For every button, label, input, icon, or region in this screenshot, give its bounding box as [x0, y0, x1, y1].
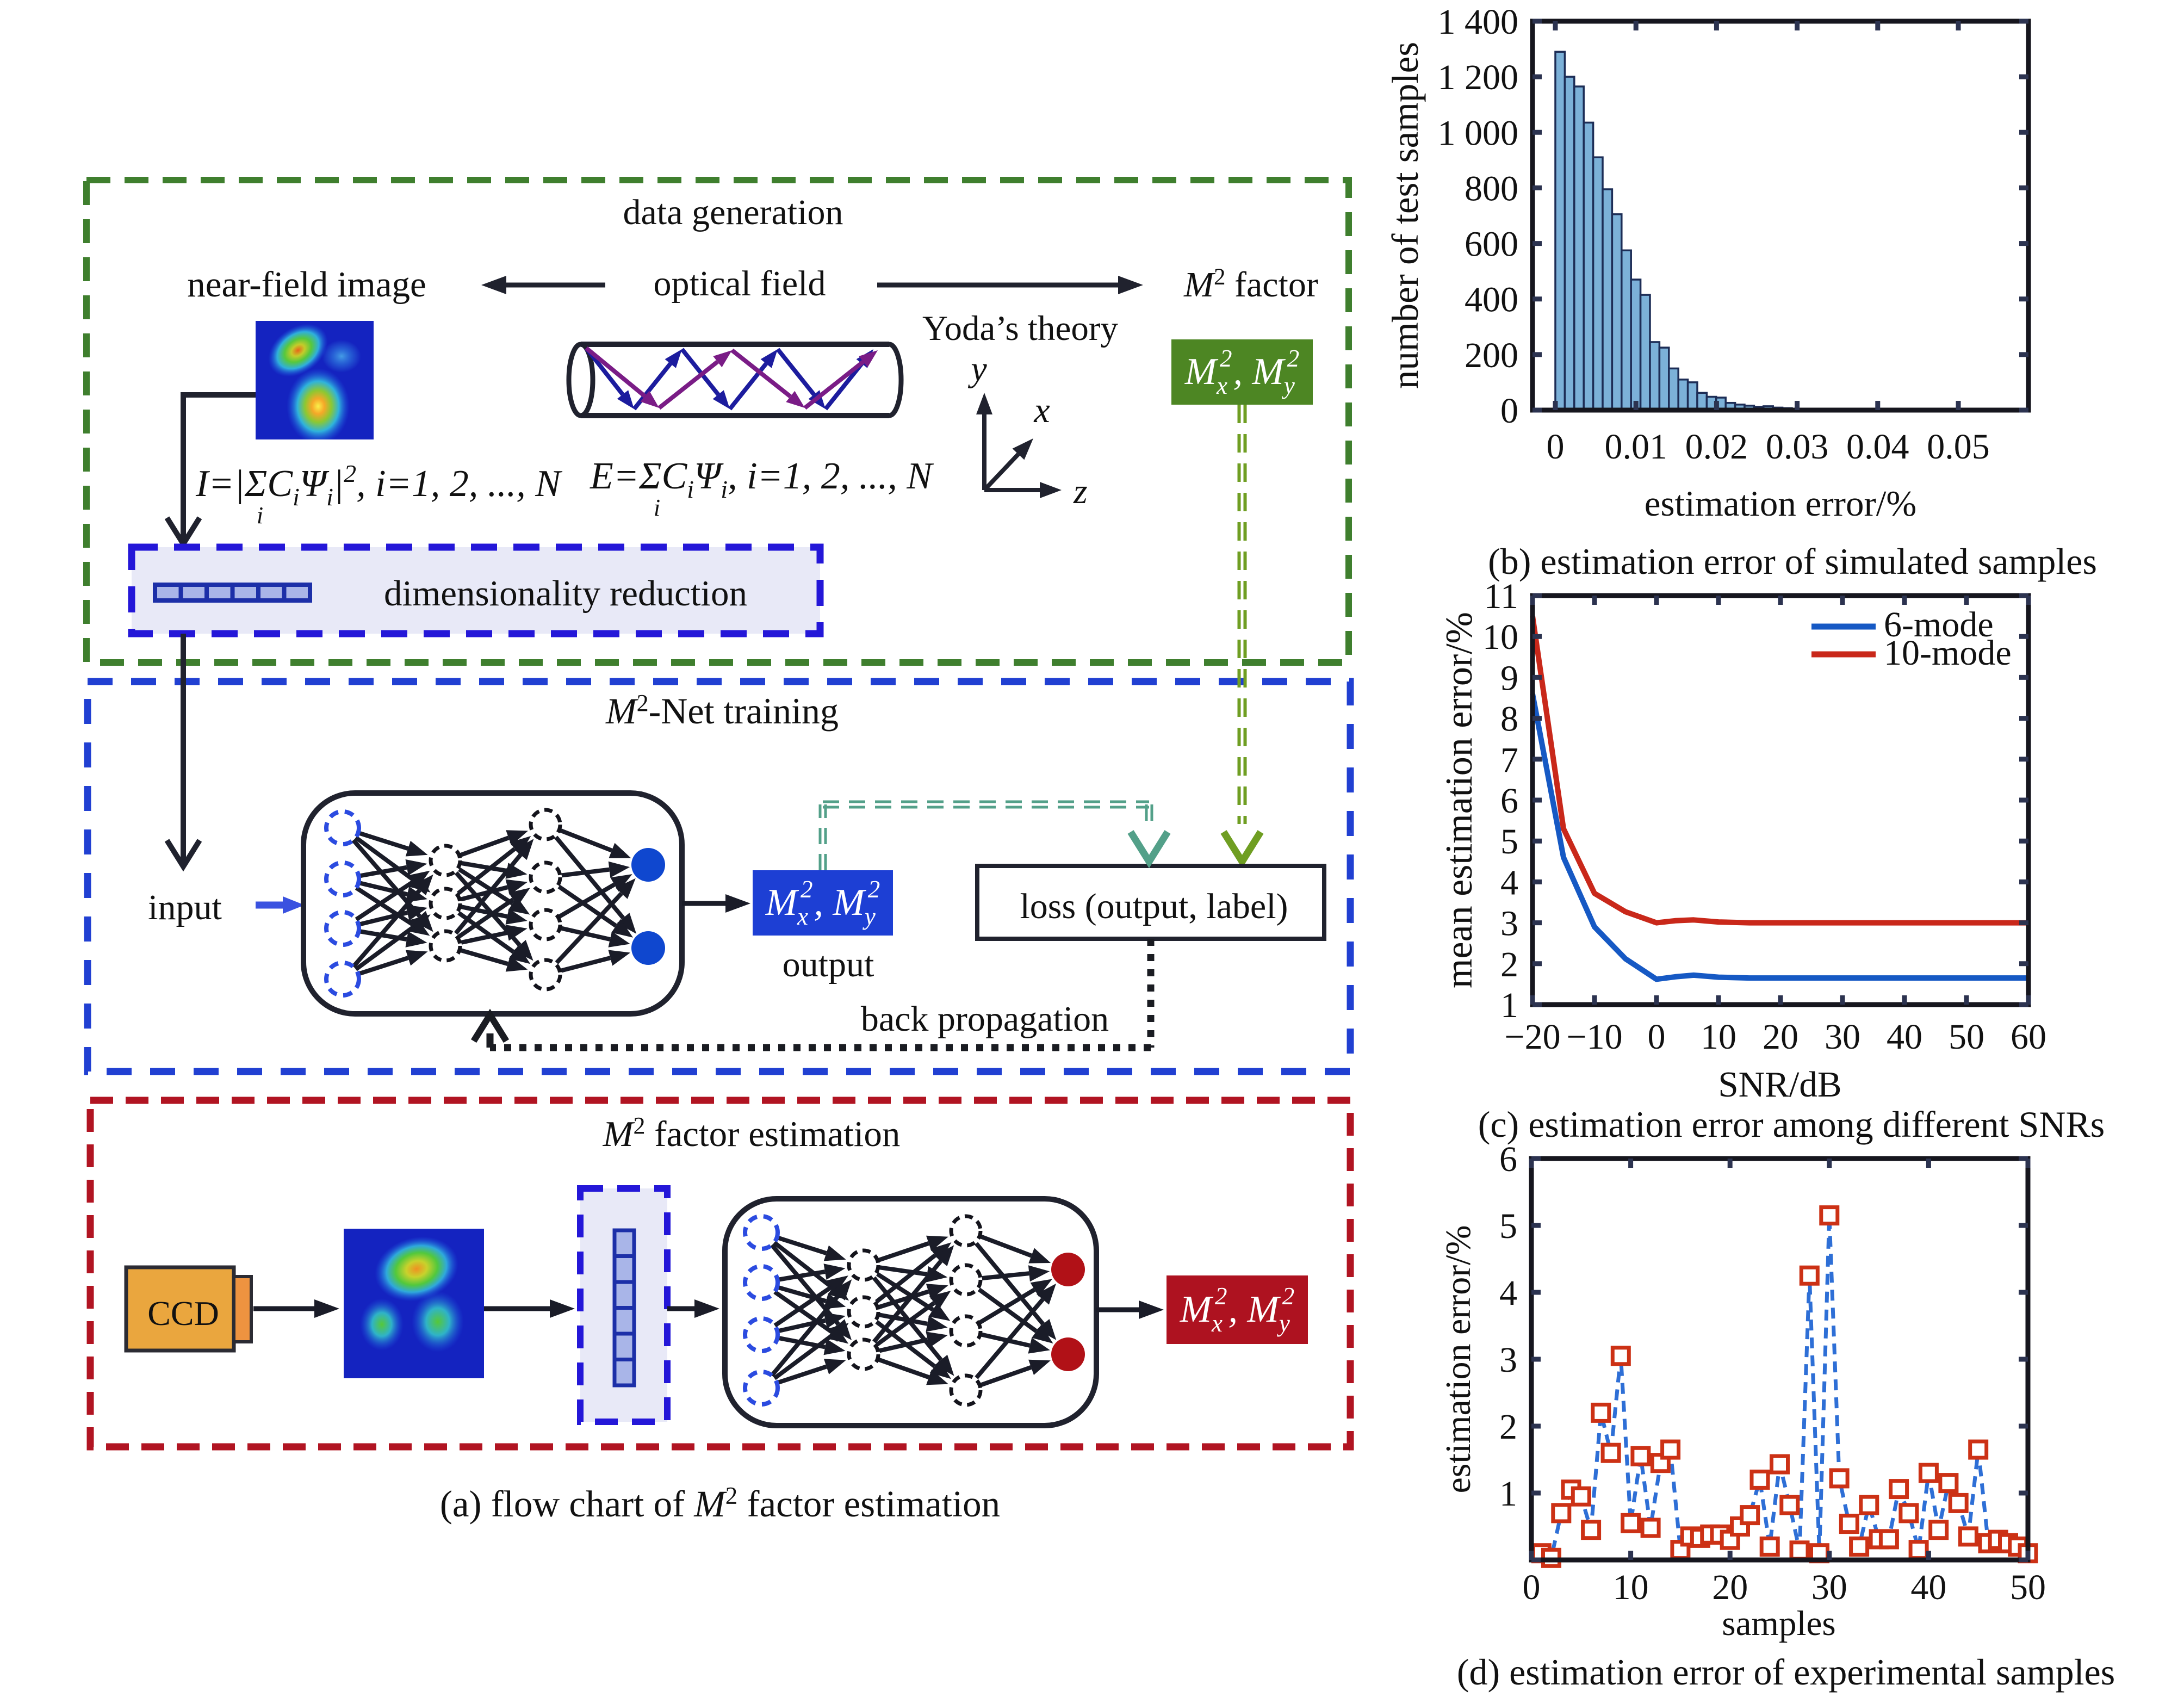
- svg-text:3: 3: [1500, 904, 1518, 944]
- svg-text:50: 50: [2010, 1568, 2046, 1607]
- svg-text:data generation: data generation: [623, 193, 843, 232]
- svg-text:M2 factor: M2 factor: [1183, 264, 1318, 305]
- svg-text:−10: −10: [1566, 1017, 1622, 1057]
- svg-text:mean estimation error/%: mean estimation error/%: [1438, 612, 1480, 988]
- svg-text:Yoda’s theory: Yoda’s theory: [922, 309, 1118, 348]
- svg-text:i: i: [257, 502, 263, 529]
- svg-text:10: 10: [1701, 1017, 1736, 1057]
- svg-text:3: 3: [1499, 1340, 1517, 1380]
- svg-text:9: 9: [1500, 658, 1518, 698]
- svg-text:1 400: 1 400: [1438, 2, 1519, 42]
- svg-text:60: 60: [2011, 1017, 2046, 1057]
- svg-text:600: 600: [1465, 225, 1518, 264]
- svg-text:6: 6: [1500, 781, 1518, 821]
- svg-text:0.01: 0.01: [1604, 427, 1667, 467]
- svg-text:(b) estimation error of simula: (b) estimation error of simulated sample…: [1488, 541, 2097, 582]
- svg-text:1 200: 1 200: [1438, 58, 1519, 97]
- svg-text:0: 0: [1500, 391, 1518, 431]
- svg-text:M2-Net training: M2-Net training: [605, 690, 839, 732]
- svg-text:5: 5: [1500, 822, 1518, 862]
- svg-text:0: 0: [1648, 1017, 1666, 1057]
- svg-text:1 000: 1 000: [1438, 113, 1519, 153]
- svg-text:2: 2: [1500, 945, 1518, 984]
- svg-text:Mx2, My2: Mx2, My2: [1180, 1283, 1295, 1337]
- svg-text:M2 factor estimation: M2 factor estimation: [603, 1112, 901, 1154]
- svg-text:z: z: [1073, 472, 1088, 511]
- svg-text:Mx2, My2: Mx2, My2: [1184, 345, 1300, 399]
- svg-text:40: 40: [1887, 1017, 1922, 1057]
- svg-text:samples: samples: [1722, 1604, 1835, 1643]
- svg-text:11: 11: [1484, 577, 1518, 616]
- svg-text:1: 1: [1499, 1474, 1517, 1514]
- svg-text:y: y: [967, 349, 987, 389]
- svg-text:(a) flow chart of M2 factor es: (a) flow chart of M2 factor estimation: [440, 1482, 1000, 1525]
- svg-text:4: 4: [1499, 1273, 1517, 1313]
- svg-text:800: 800: [1465, 169, 1518, 208]
- svg-text:30: 30: [1825, 1017, 1860, 1057]
- svg-text:loss (output, label): loss (output, label): [1020, 887, 1288, 926]
- svg-text:−20: −20: [1504, 1017, 1560, 1057]
- svg-text:output: output: [783, 945, 874, 984]
- svg-text:I=|ΣCiΨi|2, i=1, 2, ..., N: I=|ΣCiΨi|2, i=1, 2, ..., N: [195, 460, 562, 511]
- svg-text:4: 4: [1500, 863, 1518, 902]
- svg-text:6-mode: 6-mode: [1884, 605, 1994, 645]
- svg-text:0: 0: [1547, 427, 1565, 467]
- svg-text:0.04: 0.04: [1846, 427, 1909, 467]
- svg-text:E=ΣCiΨi, i=1, 2, ..., N: E=ΣCiΨi, i=1, 2, ..., N: [590, 455, 934, 503]
- svg-text:30: 30: [1811, 1568, 1847, 1607]
- svg-text:50: 50: [1949, 1017, 1984, 1057]
- svg-text:8: 8: [1500, 699, 1518, 739]
- svg-text:estimation error/%: estimation error/%: [1438, 1225, 1478, 1493]
- svg-text:1: 1: [1500, 986, 1518, 1025]
- svg-text:back propagation: back propagation: [861, 999, 1109, 1039]
- svg-text:(d) estimation error of experi: (d) estimation error of experimental sam…: [1457, 1651, 2115, 1693]
- svg-text:0: 0: [1523, 1568, 1541, 1607]
- svg-text:input: input: [148, 888, 222, 927]
- svg-text:5: 5: [1499, 1206, 1517, 1246]
- svg-text:10-mode: 10-mode: [1884, 633, 2012, 673]
- svg-text:optical field: optical field: [653, 264, 826, 304]
- svg-text:SNR/dB: SNR/dB: [1718, 1064, 1841, 1105]
- svg-text:200: 200: [1465, 336, 1518, 375]
- svg-text:dimensionality reduction: dimensionality reduction: [384, 573, 747, 614]
- svg-text:20: 20: [1763, 1017, 1798, 1057]
- svg-text:2: 2: [1499, 1407, 1517, 1447]
- svg-text:0.03: 0.03: [1766, 427, 1829, 467]
- svg-text:400: 400: [1465, 280, 1518, 320]
- svg-text:near-field image: near-field image: [187, 264, 426, 305]
- svg-text:10: 10: [1613, 1568, 1649, 1607]
- svg-text:CCD: CCD: [147, 1294, 219, 1333]
- svg-text:x: x: [1033, 391, 1050, 430]
- svg-text:40: 40: [1910, 1568, 1946, 1607]
- svg-text:7: 7: [1500, 740, 1518, 780]
- svg-text:i: i: [654, 494, 660, 521]
- svg-text:Mx2, My2: Mx2, My2: [765, 876, 880, 930]
- svg-text:10: 10: [1482, 617, 1518, 657]
- svg-text:0.02: 0.02: [1685, 427, 1748, 467]
- svg-text:0.05: 0.05: [1927, 427, 1990, 467]
- svg-text:number of test samples: number of test samples: [1385, 42, 1426, 389]
- svg-text:estimation error/%: estimation error/%: [1645, 484, 1916, 524]
- svg-text:6: 6: [1499, 1139, 1517, 1179]
- svg-text:20: 20: [1712, 1568, 1748, 1607]
- svg-text:(c) estimation error among dif: (c) estimation error among different SNR…: [1478, 1104, 2105, 1145]
